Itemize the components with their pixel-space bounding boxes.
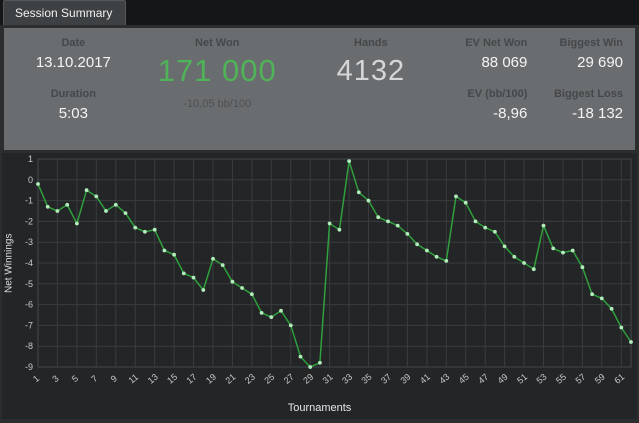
- svg-text:-5: -5: [25, 279, 33, 289]
- hands-column: Hands 4132: [304, 37, 438, 88]
- tab-bar: Session Summary: [0, 0, 639, 25]
- svg-text:57: 57: [573, 372, 587, 386]
- svg-text:-7: -7: [25, 320, 33, 330]
- session-summary-panel: Date 13.10.2017 Duration 5:03 Net Won 17…: [4, 28, 635, 150]
- svg-text:17: 17: [185, 372, 199, 386]
- hands-value: 4132: [336, 55, 406, 87]
- y-axis-title: Net Winnings: [3, 233, 15, 293]
- svg-text:53: 53: [535, 372, 549, 386]
- biggest-loss-label: Biggest Loss: [553, 88, 624, 100]
- svg-text:9: 9: [109, 373, 119, 384]
- svg-text:39: 39: [398, 372, 412, 386]
- svg-text:55: 55: [554, 372, 568, 386]
- svg-text:61: 61: [612, 372, 626, 386]
- net-won-label: Net Won: [195, 37, 240, 49]
- svg-text:43: 43: [437, 372, 451, 386]
- svg-text:19: 19: [204, 372, 218, 386]
- svg-text:5: 5: [70, 373, 80, 384]
- svg-text:3: 3: [50, 373, 60, 384]
- svg-text:33: 33: [340, 372, 354, 386]
- svg-text:0: 0: [28, 175, 33, 185]
- date-duration-column: Date 13.10.2017 Duration 5:03: [16, 37, 131, 122]
- biggest-win-label: Biggest Win: [559, 37, 624, 49]
- date-label: Date: [61, 37, 86, 49]
- svg-text:49: 49: [496, 372, 510, 386]
- svg-text:11: 11: [126, 372, 140, 386]
- net-won-bb100: -10,05 bb/100: [183, 98, 252, 110]
- svg-text:15: 15: [165, 372, 179, 386]
- svg-text:59: 59: [593, 372, 607, 386]
- svg-text:45: 45: [457, 372, 471, 386]
- svg-text:-1: -1: [25, 196, 33, 206]
- x-axis-title: Tournaments: [287, 402, 352, 414]
- svg-text:-4: -4: [25, 258, 33, 268]
- svg-text:41: 41: [418, 372, 432, 386]
- svg-text:1: 1: [31, 373, 41, 384]
- svg-text:27: 27: [282, 372, 296, 386]
- svg-text:31: 31: [321, 372, 335, 386]
- ev-bb100-label: EV (bb/100): [467, 88, 528, 100]
- net-won-column: Net Won 171 000 -10,05 bb/100: [131, 37, 304, 110]
- svg-text:21: 21: [223, 372, 237, 386]
- svg-text:35: 35: [360, 372, 374, 386]
- svg-text:-2: -2: [25, 216, 33, 226]
- ev-column: EV Net Won 88 069 EV (bb/100) -8,96: [438, 37, 527, 122]
- ev-net-won-value: 88 069: [481, 54, 528, 71]
- biggest-loss-value: -18 132: [572, 105, 624, 122]
- net-winnings-chart-panel: Net Winnings 1 3 5 7 9 11 13 15 17 19 21 23 25 27 29 31…: [2, 153, 637, 419]
- duration-value: 5:03: [58, 105, 88, 122]
- svg-text:13: 13: [146, 372, 160, 386]
- biggest-column: Biggest Win 29 690 Biggest Loss -18 132: [541, 37, 623, 122]
- duration-label: Duration: [50, 88, 96, 100]
- svg-text:-3: -3: [25, 237, 33, 247]
- svg-text:-9: -9: [25, 362, 33, 372]
- svg-text:7: 7: [89, 373, 99, 384]
- svg-text:-6: -6: [25, 300, 33, 310]
- svg-text:23: 23: [243, 372, 257, 386]
- svg-text:25: 25: [262, 372, 276, 386]
- date-value: 13.10.2017: [35, 54, 111, 71]
- svg-text:1: 1: [28, 154, 33, 164]
- ev-net-won-label: EV Net Won: [465, 37, 528, 49]
- svg-text:47: 47: [476, 372, 490, 386]
- hands-label: Hands: [354, 37, 388, 49]
- tab-session-summary[interactable]: Session Summary: [3, 0, 127, 25]
- svg-text:37: 37: [379, 372, 393, 386]
- net-won-value: 171 000: [157, 53, 277, 88]
- biggest-win-value: 29 690: [577, 54, 624, 71]
- svg-text:51: 51: [515, 372, 529, 386]
- ev-bb100-value: -8,96: [493, 105, 528, 122]
- net-winnings-chart: 1 3 5 7 9 11 13 15 17 19 21 23 25 27 29 31 33 35 37 39 41 43 4…: [25, 154, 633, 386]
- svg-text:-8: -8: [25, 341, 33, 351]
- svg-text:29: 29: [301, 372, 315, 386]
